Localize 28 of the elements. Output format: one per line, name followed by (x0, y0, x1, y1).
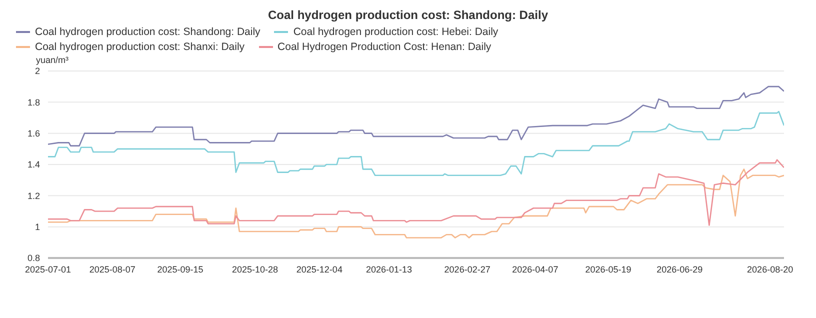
y-tick-label: 2 (34, 66, 40, 76)
y-axis-title: yuan/m³ (36, 55, 69, 65)
x-tick-label: 2025-09-15 (157, 264, 204, 274)
y-tick-label: 1 (34, 222, 40, 232)
x-tick-label: 2025-07-01 (24, 264, 72, 274)
line-series (48, 159, 784, 226)
legend-label: Coal hydrogen production cost: Shandong: Daily (35, 26, 260, 38)
y-tick-label: 1.2 (27, 190, 40, 201)
x-tick-label: 2025-10-28 (232, 264, 278, 274)
line-series (48, 168, 784, 238)
legend-label: Coal Hydrogen Production Cost: Henan: Daily (278, 41, 492, 53)
y-tick-label: 1.8 (27, 97, 40, 108)
line-series (48, 110, 784, 176)
x-tick-label: 2025-12-04 (296, 264, 342, 274)
x-tick-label: 2026-05-19 (585, 264, 632, 274)
y-tick-label: 1.4 (27, 160, 40, 170)
chart-title: Coal hydrogen production cost: Shandong: Daily (268, 8, 548, 22)
x-tick-label: 2026-06-29 (656, 264, 703, 274)
y-tick-label: 1.6 (27, 128, 40, 139)
x-tick-label: 2026-01-13 (366, 264, 412, 274)
x-tick-label: 2026-04-07 (512, 264, 558, 274)
legend-label: Coal hydrogen production cost: Hebei: Daily (293, 26, 498, 38)
line-series (48, 86, 784, 146)
x-tick-label: 2025-08-07 (89, 264, 136, 274)
y-tick-label: 0.8 (27, 253, 40, 264)
x-tick-label: 2026-08-20 (747, 264, 794, 274)
x-tick-label: 2026-02-27 (444, 264, 490, 274)
legend-label: Coal hydrogen production cost: Shanxi: Daily (35, 41, 245, 53)
